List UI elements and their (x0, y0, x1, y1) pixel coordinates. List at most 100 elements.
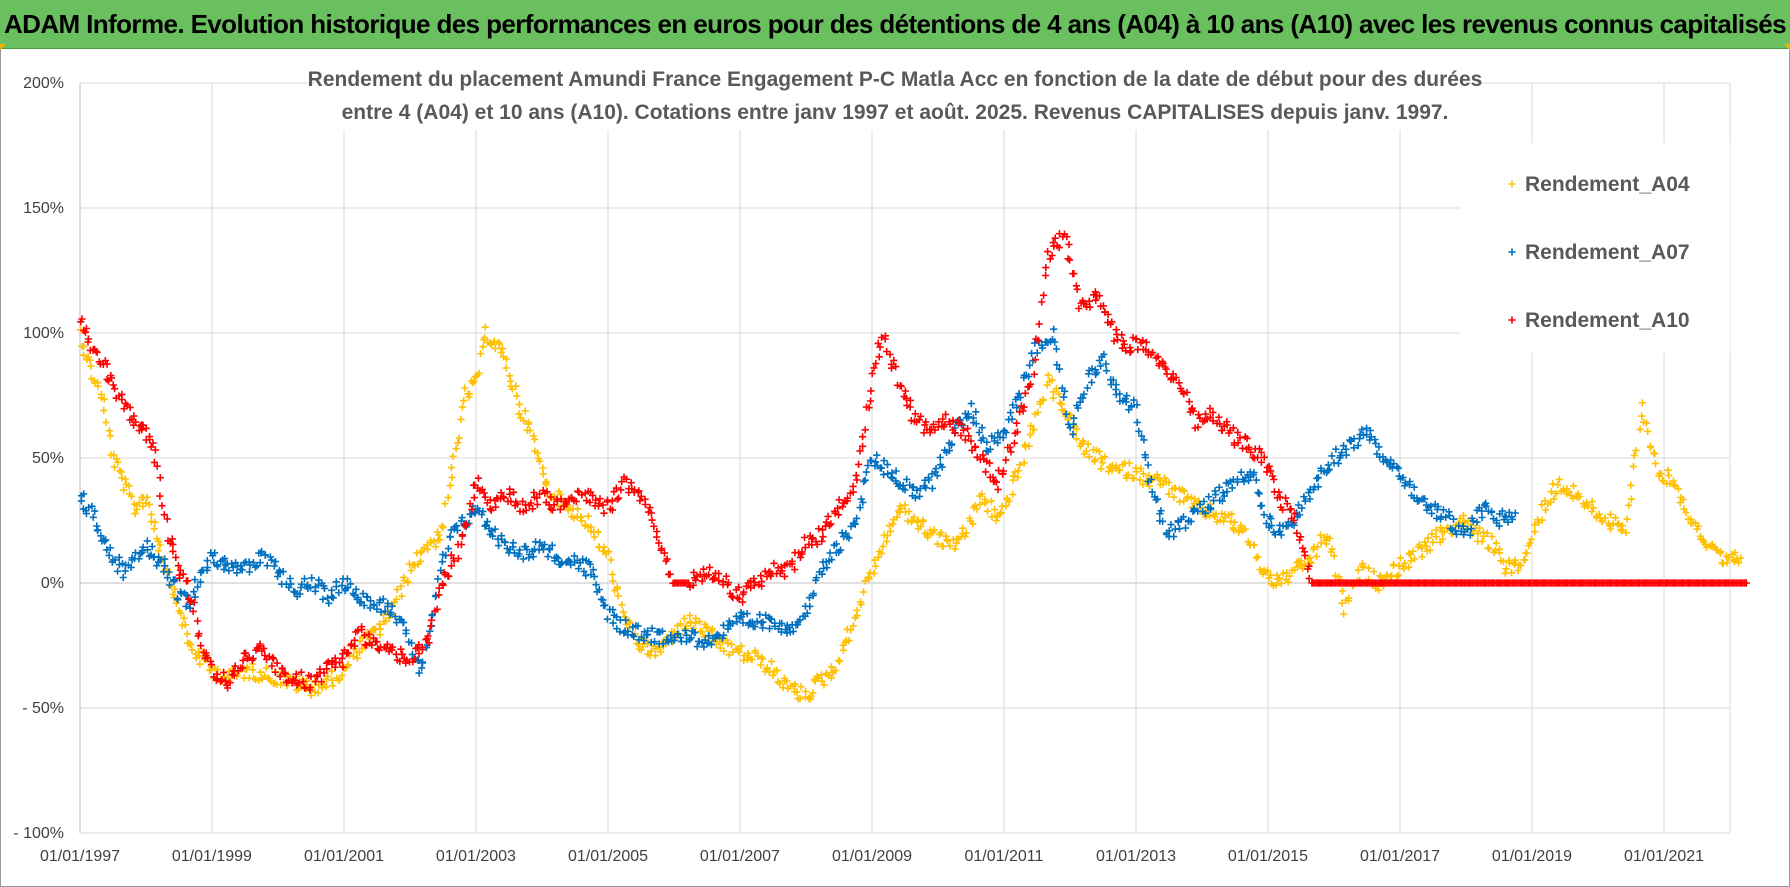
data-point (603, 615, 611, 623)
data-point (373, 638, 381, 646)
data-point (146, 435, 154, 444)
data-point (657, 648, 665, 656)
data-point (708, 627, 716, 635)
data-point (1055, 365, 1063, 373)
data-point (435, 591, 443, 599)
data-point (689, 581, 697, 589)
data-point (197, 642, 205, 650)
data-point (1474, 530, 1482, 538)
data-point (826, 549, 834, 557)
data-point (972, 408, 980, 416)
data-point (1042, 271, 1050, 280)
data-point (93, 527, 102, 535)
data-point (118, 474, 126, 482)
data-point (1695, 522, 1703, 530)
data-point (1209, 408, 1217, 417)
data-point (142, 499, 150, 507)
data-point (224, 684, 232, 692)
data-point (1175, 525, 1184, 533)
data-point (472, 508, 480, 516)
data-point (278, 664, 286, 672)
data-point (1554, 481, 1562, 489)
data-point (481, 522, 489, 530)
data-point (1223, 421, 1231, 429)
data-point (1185, 398, 1193, 406)
data-point (1042, 264, 1050, 272)
data-point (909, 483, 917, 491)
data-point (904, 517, 912, 525)
data-point (300, 575, 309, 583)
data-point (1252, 554, 1260, 562)
data-point (674, 630, 682, 638)
data-point (1136, 476, 1144, 484)
data-point (261, 551, 269, 559)
data-point (1287, 505, 1295, 513)
data-point (483, 518, 491, 526)
data-point (1105, 467, 1113, 475)
data-point (777, 563, 785, 571)
data-point (430, 537, 438, 545)
data-point (781, 572, 789, 580)
data-point (982, 468, 990, 476)
data-point (877, 464, 886, 472)
data-point (967, 437, 975, 445)
data-point (1097, 362, 1105, 370)
data-point (951, 429, 959, 437)
data-point (997, 508, 1005, 517)
data-point (1267, 571, 1275, 579)
data-point (1437, 524, 1445, 532)
data-point (1354, 441, 1362, 450)
data-point (501, 538, 509, 546)
data-point (1642, 419, 1650, 427)
data-point (916, 492, 924, 500)
data-point (1301, 497, 1309, 505)
data-point (180, 614, 188, 622)
data-point (1623, 515, 1631, 523)
data-point (489, 532, 497, 540)
data-point (612, 613, 621, 621)
data-point (84, 338, 92, 346)
data-point (297, 668, 305, 676)
data-point (1228, 484, 1236, 492)
data-point (857, 495, 865, 503)
data-point (868, 369, 876, 378)
data-point (1650, 449, 1658, 457)
data-point (1234, 439, 1242, 447)
data-point (965, 432, 973, 440)
data-point (922, 484, 930, 492)
data-point (365, 630, 373, 638)
data-point (1025, 373, 1033, 381)
data-point (470, 494, 478, 502)
data-point (883, 461, 892, 469)
data-point (1220, 492, 1228, 500)
data-point (879, 542, 887, 550)
data-point (1627, 495, 1635, 503)
data-point (1547, 488, 1555, 496)
data-point (832, 666, 840, 675)
data-point (1013, 404, 1021, 412)
data-point (1170, 533, 1178, 541)
data-point (919, 516, 927, 524)
data-point (1415, 540, 1424, 549)
data-point (147, 443, 155, 451)
data-point (1576, 492, 1584, 501)
data-point (751, 578, 759, 586)
data-point (1019, 407, 1027, 415)
data-point (1132, 335, 1140, 343)
data-point (1265, 462, 1273, 470)
data-point (1552, 490, 1560, 498)
data-point (1073, 401, 1081, 410)
data-point (1507, 569, 1516, 577)
data-point (1009, 472, 1017, 480)
data-point (958, 421, 967, 429)
data-point (1651, 460, 1660, 468)
data-point (87, 362, 95, 370)
data-point (1100, 350, 1108, 358)
data-point (1305, 575, 1313, 583)
data-point (1240, 478, 1248, 486)
data-point (463, 521, 471, 529)
legend: Rendement_A04 Rendement_A07 Rendement_A10 (1460, 143, 1730, 353)
data-point (861, 426, 869, 434)
data-point (648, 624, 656, 632)
data-point (182, 602, 190, 610)
